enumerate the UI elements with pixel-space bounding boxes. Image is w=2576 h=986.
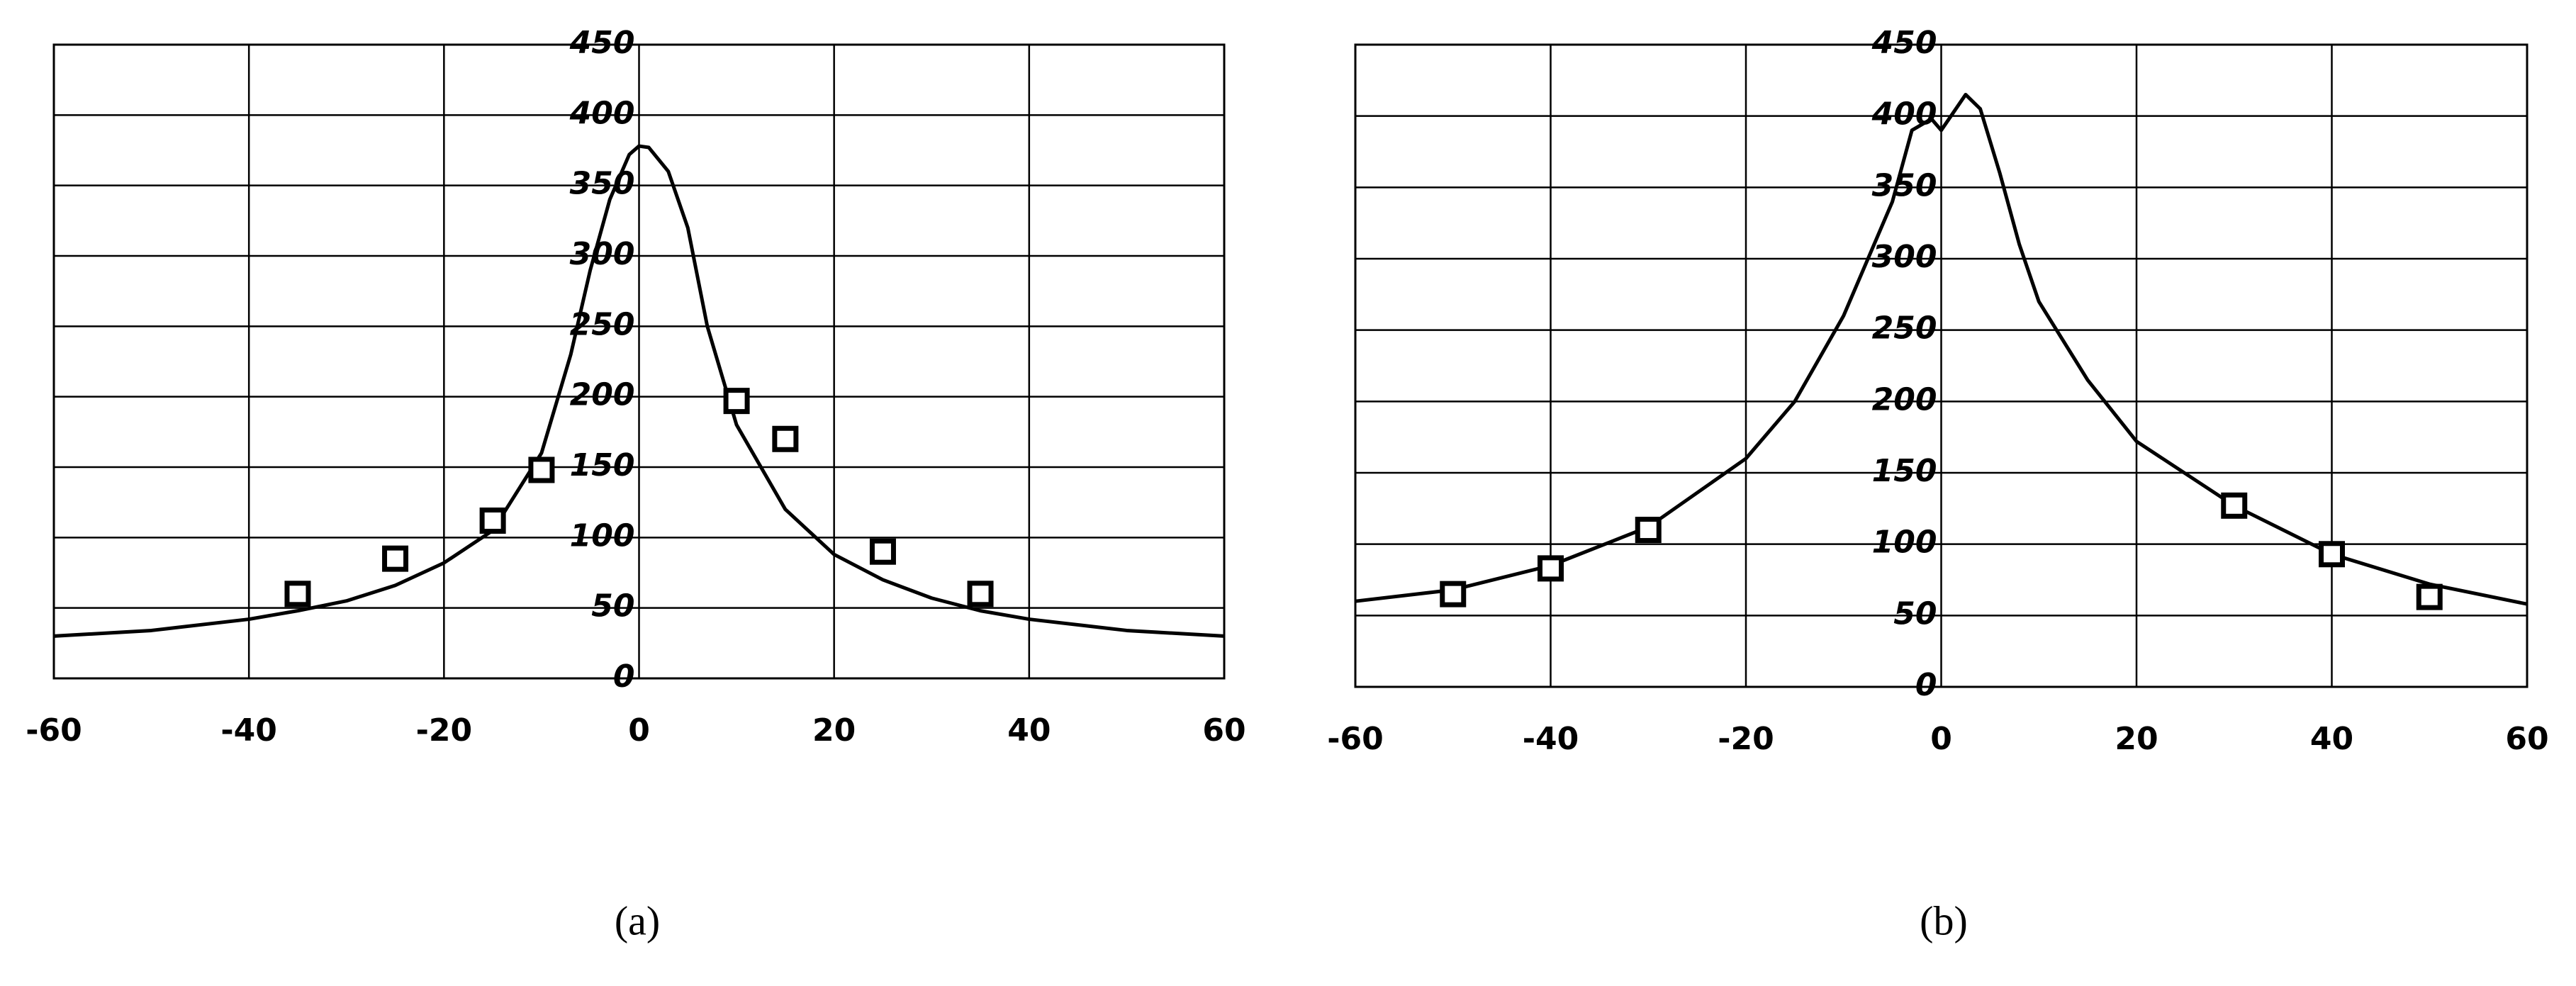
marker <box>2221 492 2248 519</box>
x-tick-label: -20 <box>1718 721 1774 757</box>
x-tick-label: -40 <box>220 712 277 749</box>
x-tick-label: 0 <box>628 712 650 749</box>
marker <box>528 456 555 483</box>
marker <box>2319 541 2345 568</box>
y-tick-label: 300 <box>1872 239 1937 275</box>
x-tick-label: -20 <box>416 712 473 749</box>
y-tick-label: 100 <box>1872 525 1937 561</box>
curve <box>53 144 1225 638</box>
y-tick-label: 100 <box>570 517 635 554</box>
x-tick-label: 60 <box>1202 712 1245 749</box>
marker <box>2416 583 2443 610</box>
x-tick-label: 60 <box>2505 721 2548 757</box>
marker <box>284 581 311 607</box>
y-tick-label: 0 <box>1915 667 1937 703</box>
y-tick-label: 250 <box>1872 310 1937 347</box>
y-tick-label: 50 <box>1893 595 1937 632</box>
y-tick-label: 350 <box>1872 167 1937 203</box>
x-tick-label: 40 <box>2310 721 2353 757</box>
plot-border <box>52 43 1226 680</box>
marker <box>479 507 506 534</box>
y-tick-label: 450 <box>569 25 635 61</box>
marker <box>382 545 409 572</box>
x-tick-label: 0 <box>1930 721 1952 757</box>
marker <box>1635 517 1662 544</box>
marker <box>967 581 994 607</box>
x-tick-label: 20 <box>2115 721 2158 757</box>
x-tick-label: -60 <box>26 712 82 749</box>
x-tick-label: -60 <box>1327 721 1384 757</box>
marker <box>723 388 750 415</box>
marker <box>1440 581 1467 607</box>
y-tick-label: 50 <box>591 588 634 624</box>
y-tick-label: 0 <box>613 659 635 695</box>
y-tick-label: 400 <box>569 95 635 131</box>
curve <box>1355 92 2528 606</box>
y-tick-label: 150 <box>1872 453 1937 489</box>
y-tick-label: 200 <box>1872 381 1937 418</box>
y-tick-label: 200 <box>570 377 635 413</box>
marker <box>1538 555 1564 582</box>
plot-border <box>1354 43 2529 688</box>
panel-label: (b) <box>1920 897 1968 943</box>
x-tick-label: 20 <box>812 712 856 749</box>
y-tick-label: 300 <box>570 236 635 272</box>
marker <box>869 538 896 565</box>
y-tick-label: 450 <box>1871 25 1937 61</box>
y-tick-label: 350 <box>570 166 635 202</box>
x-tick-label: 40 <box>1007 712 1051 749</box>
y-tick-label: 150 <box>570 447 635 483</box>
y-tick-label: 400 <box>1871 96 1937 133</box>
x-tick-label: -40 <box>1523 721 1579 757</box>
panel-label: (a) <box>615 897 660 943</box>
marker <box>772 425 799 452</box>
